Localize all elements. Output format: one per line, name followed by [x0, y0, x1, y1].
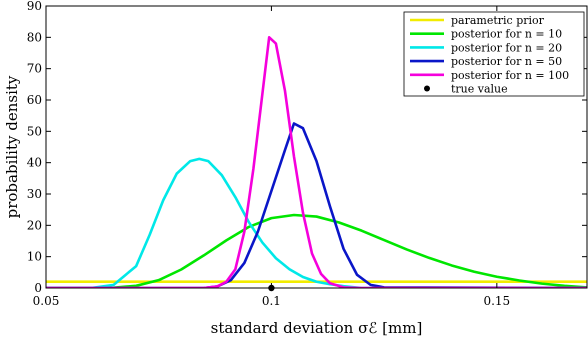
y-tick-label: 50: [27, 124, 42, 138]
x-tick-label: 0.15: [483, 294, 510, 308]
legend-label-0: parametric prior: [451, 14, 545, 27]
x-tick-label: 0.1: [262, 294, 281, 308]
plot-area: [46, 36, 587, 288]
y-tick-label: 90: [27, 0, 42, 13]
legend-label-3: posterior for n = 50: [451, 55, 562, 68]
x-axis-label: standard deviation σℰ [mm]: [211, 319, 423, 337]
legend-label-4: posterior for n = 100: [451, 69, 569, 82]
legend-label-5: true value: [451, 83, 508, 96]
series-line-1: [46, 213, 587, 288]
y-tick-label: 60: [27, 93, 42, 107]
axis-ticks: 0.05 0.1 0.15 0 10 20 30 40 50 60 70 80 90: [27, 0, 587, 308]
legend-label-2: posterior for n = 20: [451, 41, 562, 54]
y-tick-label: 30: [27, 187, 42, 201]
y-tick-label: 70: [27, 62, 42, 76]
legend-label-1: posterior for n = 10: [451, 28, 562, 41]
y-tick-label: 80: [27, 30, 42, 44]
y-tick-label: 20: [27, 218, 42, 232]
y-axis-label: probability density: [3, 75, 21, 218]
x-tick-label: 0.05: [33, 294, 60, 308]
legend-swatch-5: [424, 85, 430, 92]
series-line-2: [46, 157, 587, 288]
y-tick-label: 40: [27, 156, 42, 170]
series-line-4: [46, 36, 587, 288]
y-tick-label: 0: [34, 281, 42, 295]
plot-frame: [45, 5, 588, 289]
y-tick-label: 10: [27, 250, 42, 264]
true-value-marker: [268, 284, 275, 292]
legend-box: [403, 11, 585, 97]
